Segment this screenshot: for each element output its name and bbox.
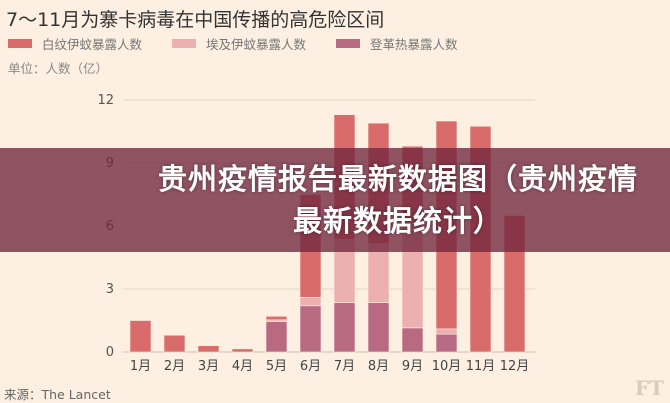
x-tick-label: 7月 — [334, 359, 355, 374]
x-tick-label: 12月 — [500, 359, 530, 374]
bar-segment — [367, 302, 390, 353]
bar-segment — [197, 345, 220, 353]
bar-segment — [435, 328, 458, 335]
source-note: 来源：The Lancet — [4, 387, 111, 402]
legend-label: 白纹伊蚊暴露人数 — [42, 37, 143, 52]
bar-segment — [231, 348, 254, 353]
ft-logo: FT — [634, 376, 664, 400]
x-tick-label: 1月 — [130, 359, 151, 374]
legend-item-albopictus: 白纹伊蚊暴露人数 — [8, 34, 142, 53]
chart-title: 7～11月为寨卡病毒在中国传播的高危险区间 — [6, 9, 385, 31]
bar-segment — [163, 334, 186, 353]
legend-swatch — [336, 39, 361, 48]
legend-label: 埃及伊蚊暴露人数 — [206, 37, 307, 52]
y-tick-label: 3 — [106, 282, 114, 297]
legend-item-aegypti: 埃及伊蚊暴露人数 — [172, 34, 306, 53]
x-tick-label: 5月 — [266, 359, 287, 374]
legend-swatch — [172, 39, 197, 48]
bar-segment — [129, 320, 152, 353]
bar-segment — [265, 321, 288, 353]
y-tick-label: 0 — [106, 345, 114, 360]
x-tick-label: 10月 — [432, 359, 462, 374]
y-tick-label: 12 — [97, 93, 114, 108]
bar-segment — [401, 327, 424, 353]
x-tick-label: 3月 — [198, 359, 219, 374]
x-tick-label: 9月 — [402, 359, 423, 374]
bar-segment — [265, 315, 288, 321]
x-tick-label: 6月 — [300, 359, 321, 374]
bar-segment — [333, 302, 356, 353]
legend: 白纹伊蚊暴露人数 埃及伊蚊暴露人数 登革热暴露人数 — [8, 34, 458, 53]
legend-item-dengue: 登革热暴露人数 — [336, 34, 458, 53]
x-tick-label: 11月 — [466, 359, 496, 374]
bar-segment — [299, 305, 322, 353]
bar-segment — [299, 297, 322, 307]
x-tick-label: 4月 — [232, 359, 253, 374]
headline-line-1: 贵州疫情报告最新数据图（贵州疫情 — [157, 162, 638, 196]
x-tick-label: 8月 — [368, 359, 389, 374]
bar-segment — [435, 333, 458, 353]
legend-swatch — [8, 39, 32, 48]
bar-segment — [367, 243, 390, 303]
unit-label: 单位：人数（亿） — [8, 61, 109, 76]
x-tick-label: 2月 — [164, 359, 185, 374]
headline-banner: 贵州疫情报告最新数据图（贵州疫情 最新数据统计） — [0, 148, 670, 252]
legend-label: 登革热暴露人数 — [370, 37, 458, 52]
headline-line-2: 最新数据统计） — [292, 204, 503, 238]
